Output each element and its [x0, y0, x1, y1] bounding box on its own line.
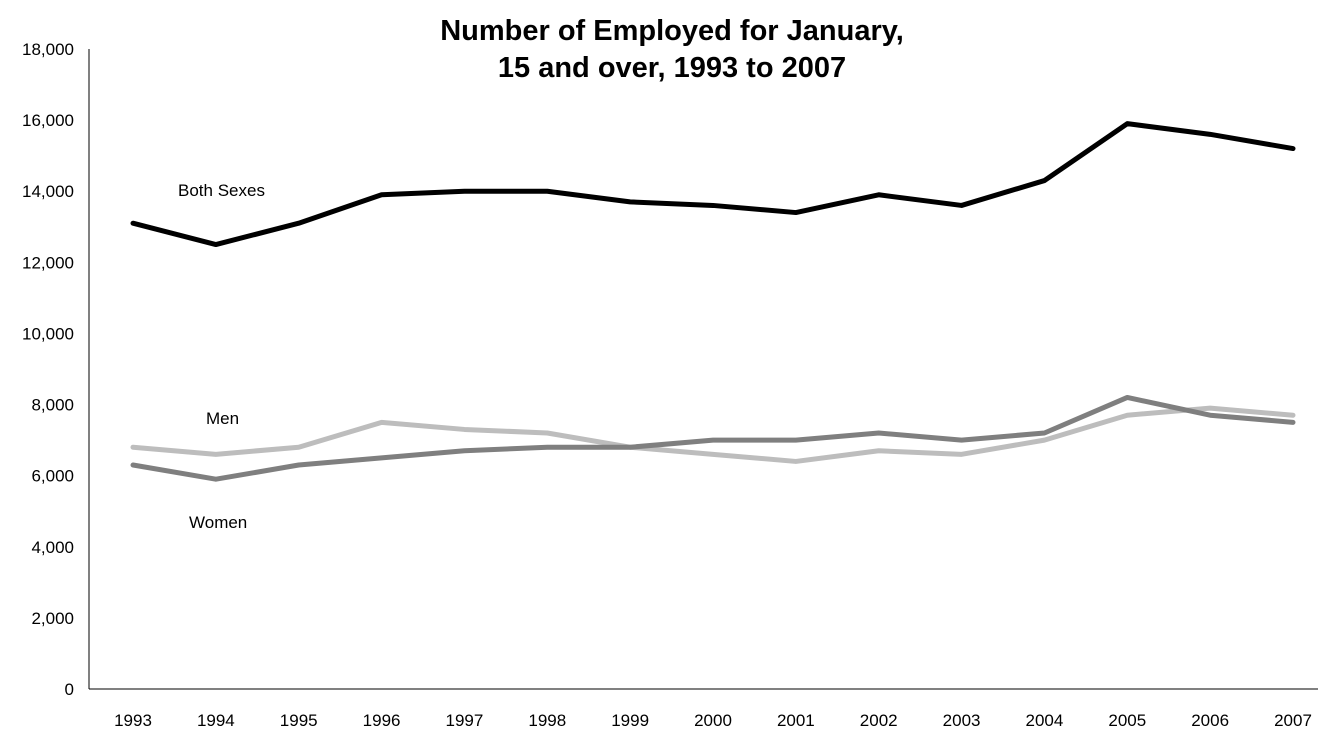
chart-title-line-2: 15 and over, 1993 to 2007	[498, 52, 846, 84]
y-tick-label: 12,000	[22, 253, 74, 272]
y-tick-label: 18,000	[22, 40, 74, 59]
chart-title-line-1: Number of Employed for January,	[440, 15, 904, 47]
x-tick-label: 1993	[114, 711, 152, 729]
x-tick-labels: 1993 1994 1995 1996 1997 1998 1999 2000 2001 2002…	[114, 711, 1312, 729]
series-line-men	[130, 405, 1296, 464]
y-tick-label: 0	[65, 680, 74, 699]
x-tick-label: 2004	[1026, 711, 1064, 729]
series-line-women	[130, 394, 1296, 482]
x-tick-label: 2000	[694, 711, 732, 729]
x-tick-label: 1999	[611, 711, 649, 729]
series-lines	[130, 121, 1296, 482]
y-tick-labels: 0 2,000 4,000 6,000 8,000 10,000 12,000 14,000 1…	[22, 40, 74, 699]
y-tick-label: 8,000	[31, 396, 74, 415]
y-tick-label: 4,000	[31, 538, 74, 557]
x-tick-label: 2003	[943, 711, 981, 729]
x-tick-label: 1997	[446, 711, 484, 729]
x-tick-label: 1998	[528, 711, 566, 729]
x-tick-label: 2007	[1274, 711, 1312, 729]
x-tick-label: 2006	[1191, 711, 1229, 729]
y-tick-label: 14,000	[22, 182, 74, 201]
x-tick-label: 1995	[280, 711, 318, 729]
x-tick-label: 2005	[1108, 711, 1146, 729]
series-label-women: Women	[189, 513, 247, 532]
series-label-both-sexes: Both Sexes	[178, 181, 265, 200]
x-tick-label: 1994	[197, 711, 235, 729]
x-tick-label: 1996	[363, 711, 401, 729]
x-tick-label: 2002	[860, 711, 898, 729]
x-tick-label: 2001	[777, 711, 815, 729]
y-tick-label: 2,000	[31, 609, 74, 628]
series-line-both-sexes	[130, 121, 1296, 248]
y-tick-label: 16,000	[22, 111, 74, 130]
y-tick-label: 6,000	[31, 467, 74, 486]
series-label-men: Men	[206, 409, 239, 428]
y-tick-label: 10,000	[22, 324, 74, 343]
